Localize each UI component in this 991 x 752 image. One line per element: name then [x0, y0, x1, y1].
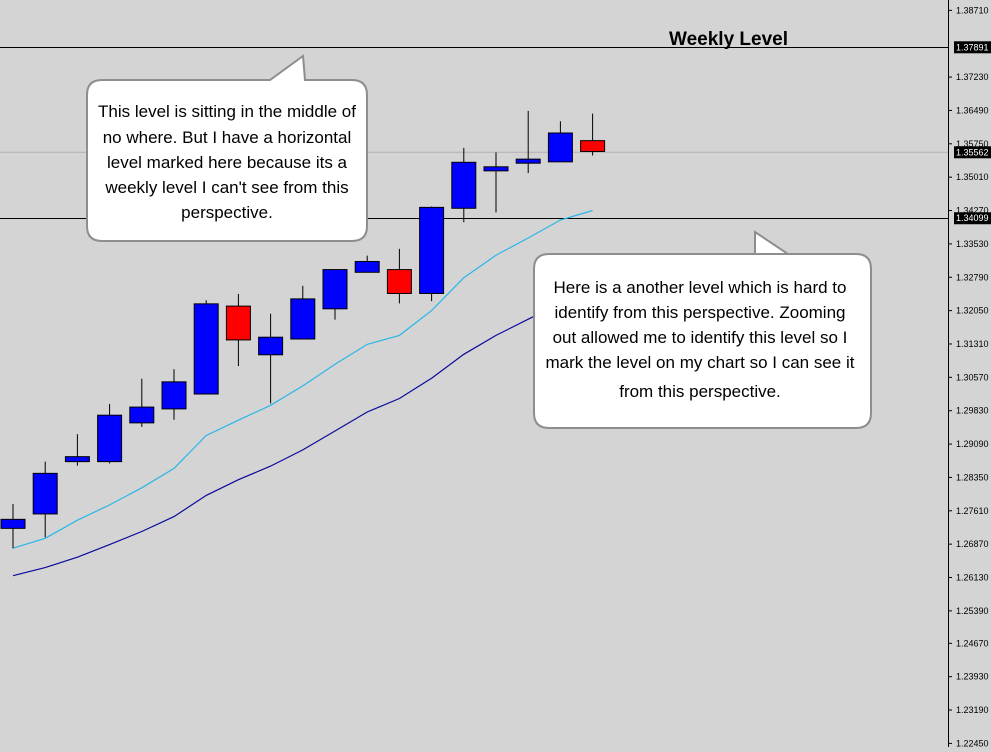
candle-body — [225, 305, 251, 341]
callout-bubble-1-shape — [86, 54, 368, 242]
weekly-level-label: Weekly Level — [669, 29, 788, 50]
callout-2-line: out allowed me to identify this level so… — [553, 328, 848, 347]
callout-1-line: This level is sitting in the middle of — [98, 102, 356, 121]
price-axis-tick-label: 1.29090 — [956, 439, 989, 449]
price-axis-tick-label: 1.31310 — [956, 339, 989, 349]
callout-1-line: no where. But I have a horizontal — [103, 128, 352, 147]
candles-layer — [0, 110, 606, 549]
candle-body — [161, 381, 187, 410]
price-axis-tick-label: 1.36490 — [956, 105, 989, 115]
candle-body — [515, 158, 541, 164]
candle — [161, 369, 187, 420]
price-axis-tag-label: 1.34099 — [956, 213, 989, 223]
candle — [290, 285, 316, 340]
price-axis-tag-background — [954, 41, 991, 54]
candle-body — [483, 166, 509, 172]
candle-body — [64, 456, 90, 463]
candle — [97, 403, 123, 464]
candle-body — [290, 298, 316, 340]
fast-moving-average-line — [12, 209, 593, 549]
candle — [129, 378, 155, 427]
moving-averages-layer — [12, 209, 593, 577]
candle-body — [97, 414, 123, 463]
callout-bubble-2: Here is a another level which is hard to… — [533, 230, 872, 429]
callout-2-line: Here is a another level which is hard to — [554, 278, 847, 297]
candle — [64, 434, 90, 466]
candle-body — [322, 269, 348, 310]
candle — [386, 248, 412, 304]
callout-2-line: from this perspective. — [619, 382, 781, 401]
price-axis-tick-label: 1.33530 — [956, 239, 989, 249]
callout-1-line: perspective. — [181, 203, 273, 222]
price-axis-tick-label: 1.25390 — [956, 606, 989, 616]
slow-moving-average-line — [12, 289, 593, 577]
candle-body — [547, 132, 573, 163]
price-axis-tick-label: 1.26130 — [956, 572, 989, 582]
candle — [547, 121, 573, 163]
callout-bubble-2-shape — [533, 230, 872, 429]
price-axis: 1.38710 1.37230 1.36490 1.35750 1.35010 1.342… — [948, 0, 989, 748]
candle-body — [386, 269, 412, 294]
price-axis-tick-label: 1.32790 — [956, 272, 989, 282]
price-axis-tag-label: 1.35562 — [956, 147, 989, 157]
candle — [258, 313, 284, 404]
price-axis-tag-background — [954, 146, 991, 159]
candle — [322, 269, 348, 320]
candle — [483, 152, 509, 213]
candle-body — [258, 336, 284, 356]
price-axis-tick-label: 1.28350 — [956, 472, 989, 482]
price-axis-tick-label: 1.27610 — [956, 506, 989, 516]
price-axis-tick-label: 1.38710 — [956, 5, 989, 15]
candle — [225, 293, 251, 367]
callout-1-line: weekly level I can't see from this — [104, 178, 348, 197]
candle-body — [193, 303, 219, 395]
price-axis-tick-label: 1.34270 — [956, 206, 989, 216]
candle — [0, 504, 26, 549]
price-axis-tag-label: 1.37891 — [956, 42, 989, 52]
candle-body — [451, 161, 477, 209]
candle — [32, 461, 58, 538]
candle-body — [129, 406, 155, 424]
callout-1-line: level marked here because its a — [107, 153, 348, 172]
price-axis-tick-label: 1.23930 — [956, 672, 989, 682]
candle — [419, 206, 445, 302]
candle — [580, 113, 606, 156]
price-axis-tick-label: 1.30570 — [956, 372, 989, 382]
candle — [354, 255, 380, 273]
candle — [193, 300, 219, 395]
candle-body — [32, 472, 58, 515]
price-axis-tick-label: 1.37230 — [956, 72, 989, 82]
candle-body — [354, 260, 380, 273]
price-axis-tick-label: 1.35750 — [956, 139, 989, 149]
price-axis-tick-label: 1.23190 — [956, 705, 989, 715]
candle — [451, 147, 477, 223]
price-axis-tick-label: 1.24670 — [956, 638, 989, 648]
candle-body — [580, 140, 606, 152]
callout-2-line: identify from this perspective. Zooming — [554, 303, 845, 322]
callout-bubble-1: This level is sitting in the middle of n… — [86, 54, 368, 242]
price-axis-tick-label: 1.35010 — [956, 172, 989, 182]
price-axis-tick-label: 1.29830 — [956, 406, 989, 416]
candle-body — [0, 518, 26, 529]
price-axis-tick-label: 1.32050 — [956, 306, 989, 316]
callout-2-line: mark the level on my chart so I can see … — [546, 353, 855, 372]
candle-body — [419, 206, 445, 294]
price-axis-tag-background — [954, 212, 991, 225]
price-axis-tick-label: 1.26870 — [956, 539, 989, 549]
price-axis-tags-layer: 1.37891 1.34099 1.35562 — [954, 41, 991, 225]
candle — [515, 110, 541, 174]
price-axis-tick-label: 1.22450 — [956, 738, 989, 747]
